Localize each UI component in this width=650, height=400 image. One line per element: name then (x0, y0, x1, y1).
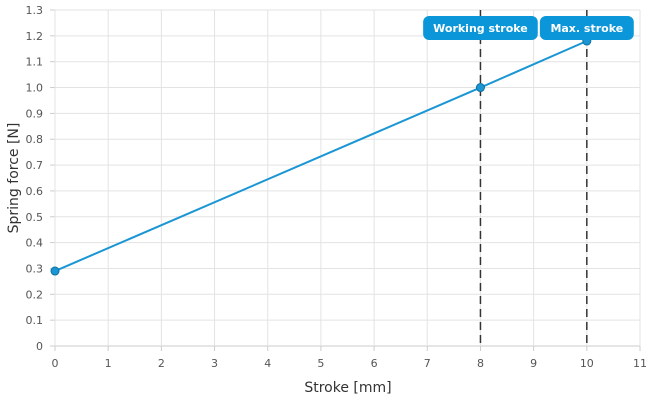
annotation-label: Max. stroke (539, 16, 634, 40)
x-tick-label: 9 (530, 357, 537, 370)
x-tick-label: 5 (317, 357, 324, 370)
data-point (475, 83, 485, 93)
x-tick-label: 8 (477, 357, 484, 370)
y-axis-title: Spring force [N] (6, 123, 22, 234)
x-axis-title: Stroke [mm] (304, 380, 391, 396)
y-tick-label: 0.5 (26, 211, 44, 224)
y-tick-label: 1.3 (26, 4, 44, 17)
grid (50, 9, 641, 351)
annotation-label: Working stroke (423, 16, 538, 40)
x-tick-label: 1 (105, 357, 112, 370)
y-tick-label: 0.8 (26, 133, 44, 146)
y-tick-label: 0.4 (26, 237, 44, 250)
x-tick-label: 10 (580, 357, 594, 370)
y-tick-label: 0 (36, 340, 43, 353)
y-tick-label: 0.6 (26, 185, 44, 198)
x-tick-label: 2 (158, 357, 165, 370)
annotation-box (539, 16, 634, 40)
data-point (50, 266, 60, 276)
x-tick-label: 3 (211, 357, 218, 370)
annotation-labels: Working stroke Max. stroke (423, 16, 634, 40)
annotation-lines (479, 10, 588, 346)
x-tick-label: 11 (633, 357, 647, 370)
annotation-box (423, 16, 538, 40)
y-tick-label: 0.9 (26, 107, 44, 120)
annotation-text: Max. stroke (550, 22, 623, 35)
x-tick-label: 4 (264, 357, 271, 370)
y-tick-label: 1.2 (26, 30, 44, 43)
y-axis-ticks: 0 0.1 0.2 0.3 0.4 0.5 0.6 0.7 0.8 0.9 1.0 1.1 1.2 1.3 (26, 4, 44, 353)
y-tick-label: 0.1 (26, 314, 44, 327)
y-tick-label: 1.1 (26, 56, 44, 69)
x-tick-label: 6 (371, 357, 378, 370)
y-tick-label: 0.3 (26, 262, 44, 275)
y-tick-label: 1.0 (26, 82, 44, 95)
x-tick-label: 7 (424, 357, 431, 370)
x-tick-label: 0 (52, 357, 59, 370)
annotation-text: Working stroke (433, 22, 528, 35)
x-axis-ticks: 0 1 2 3 4 5 6 7 8 9 10 11 (52, 357, 648, 370)
y-tick-label: 0.2 (26, 288, 44, 301)
y-tick-label: 0.7 (26, 159, 44, 172)
